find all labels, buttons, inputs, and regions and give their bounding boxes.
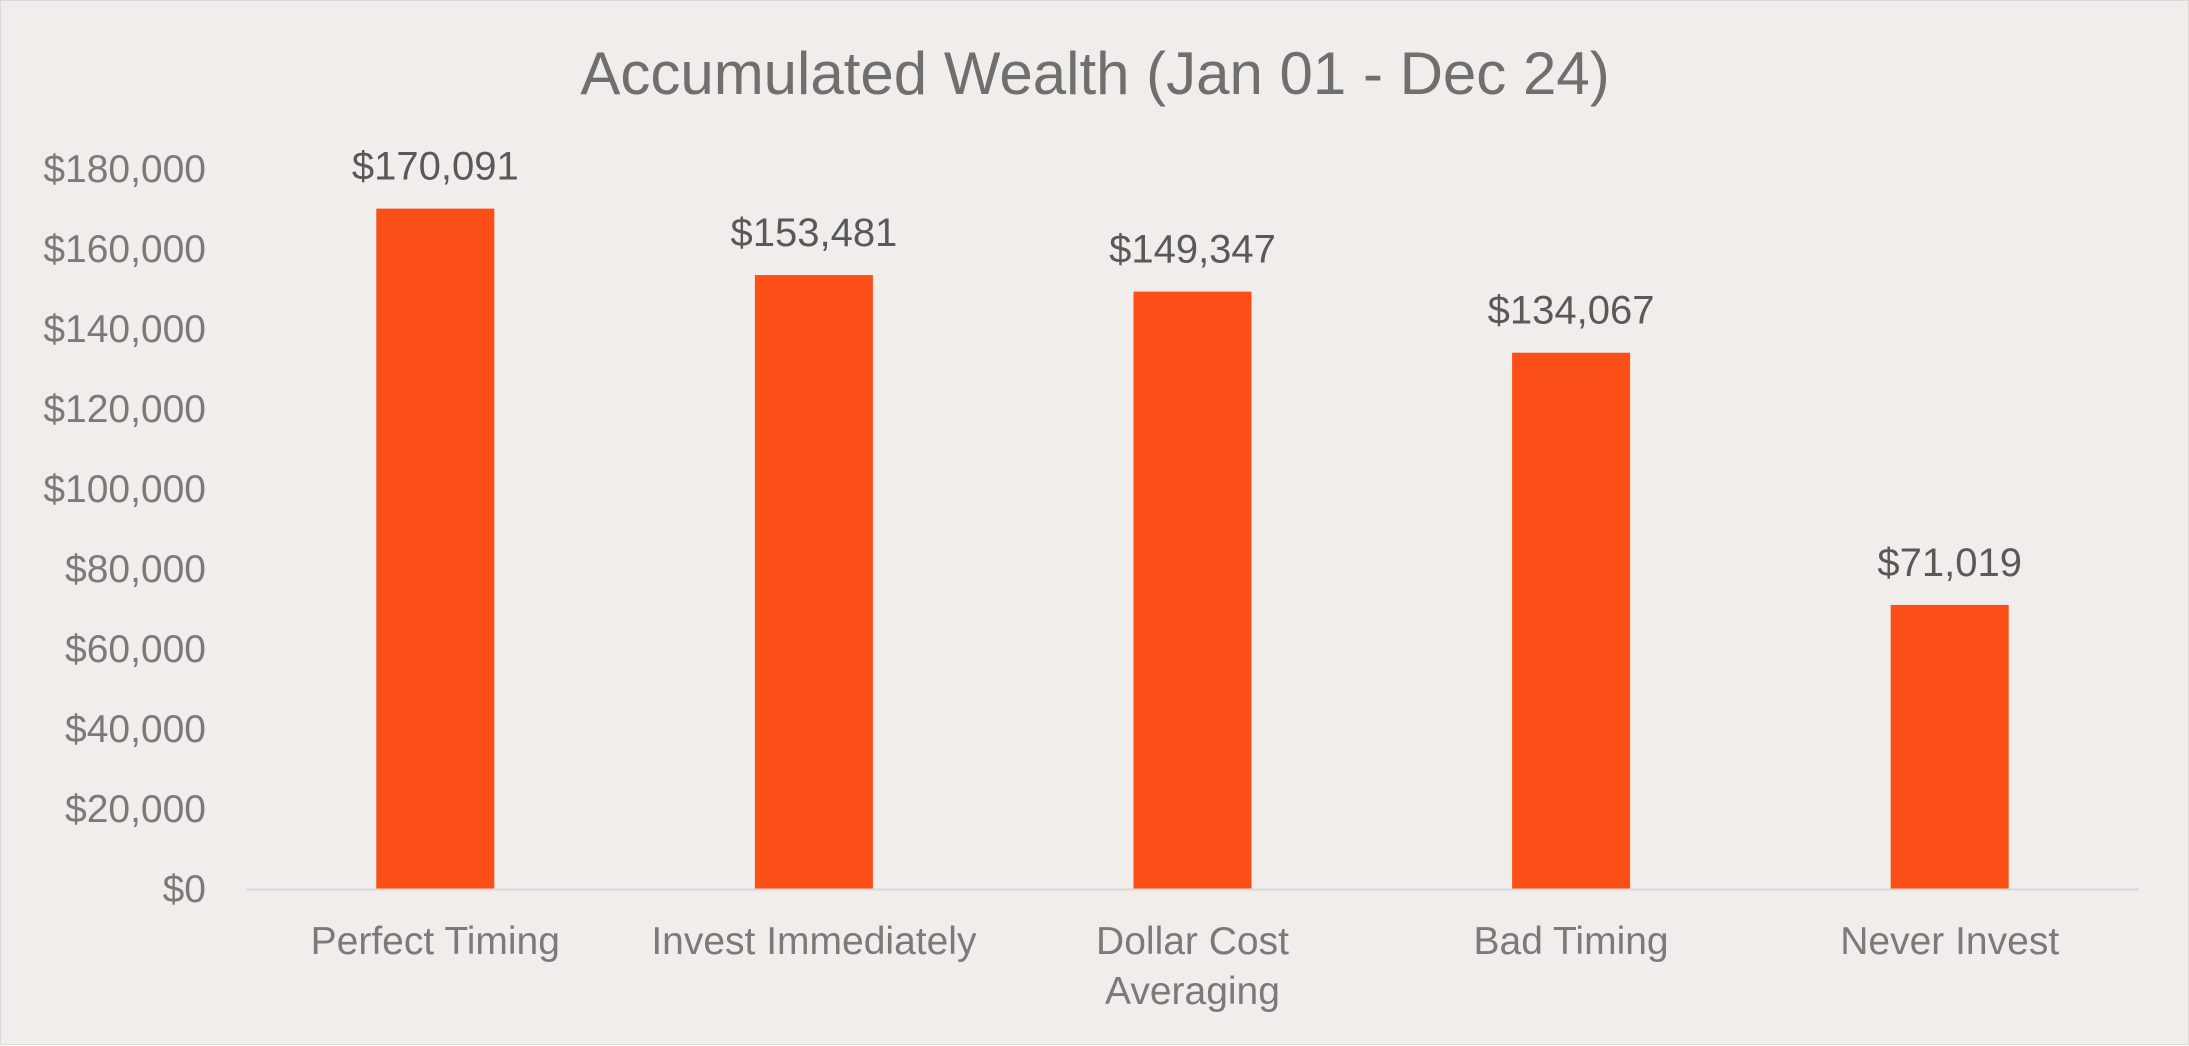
y-tick-label: $60,000 — [65, 628, 206, 671]
y-tick-label: $140,000 — [43, 308, 206, 351]
x-tick-label: Bad Timing — [1474, 920, 1669, 963]
y-tick-label: $120,000 — [43, 388, 206, 431]
x-tick-label-line: Never Invest — [1840, 920, 2059, 963]
bar-never-invest — [1890, 604, 2009, 889]
bar-bad-timing — [1512, 352, 1631, 889]
x-tick-label-line: Averaging — [1105, 970, 1280, 1013]
x-tick-label-line: Invest Immediately — [651, 920, 977, 963]
bar-perfect-timing — [376, 208, 495, 890]
x-tick-label: Perfect Timing — [311, 920, 560, 963]
y-tick-label: $20,000 — [65, 788, 206, 831]
y-tick-label: $180,000 — [43, 148, 206, 191]
y-tick-label: $80,000 — [65, 548, 206, 591]
data-label: $149,347 — [1109, 228, 1276, 272]
y-tick-label: $100,000 — [43, 468, 206, 511]
chart-title: Accumulated Wealth (Jan 01 - Dec 24) — [580, 40, 1609, 107]
data-label: $134,067 — [1488, 289, 1655, 333]
y-tick-label: $0 — [163, 868, 206, 911]
bar-invest-immediately — [754, 275, 873, 889]
data-label: $153,481 — [730, 211, 897, 255]
x-tick-label-line: Bad Timing — [1474, 920, 1669, 963]
x-tick-label: Never Invest — [1840, 920, 2059, 963]
bars — [376, 208, 2009, 890]
data-labels: $170,091 $153,481 $149,347 $134,067 $71,019 — [352, 145, 2022, 585]
x-axis: Perfect Timing Invest Immediately Dollar C… — [246, 888, 2139, 1013]
y-axis: $0 $20,000 $40,000 $60,000 $80,000 $100,000 $1… — [43, 148, 206, 911]
x-tick-label: Invest Immediately — [651, 920, 977, 963]
x-tick-label-line: Dollar Cost — [1096, 920, 1289, 963]
x-tick-label-line: Perfect Timing — [311, 920, 560, 963]
x-tick-label: Dollar Cost Averaging — [1096, 920, 1289, 1013]
data-label: $71,019 — [1877, 541, 2022, 585]
y-tick-label: $40,000 — [65, 708, 206, 751]
bar-dollar-cost-averaging — [1133, 291, 1252, 889]
y-tick-label: $160,000 — [43, 228, 206, 271]
data-label: $170,091 — [352, 145, 519, 189]
